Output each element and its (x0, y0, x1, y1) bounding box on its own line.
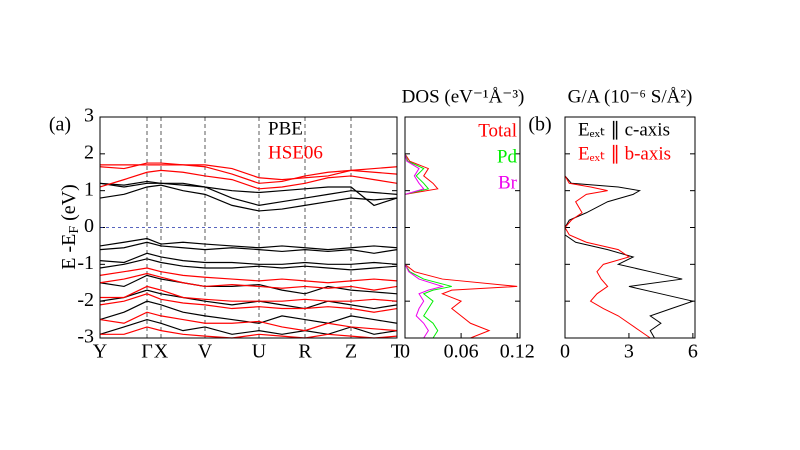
plot-frame (564, 116, 696, 339)
x-tick-label: Y (93, 341, 107, 363)
x-tick-label: 3 (624, 341, 634, 363)
band (99, 272, 398, 291)
band (99, 311, 398, 332)
y-tick-label: 0 (84, 215, 94, 237)
x-tick-label: U (252, 341, 267, 363)
curve (564, 175, 695, 339)
curve (564, 175, 651, 339)
band (99, 241, 398, 254)
panel-title: G/A (10⁻⁶ S/Å²) (568, 86, 693, 107)
curve (404, 153, 452, 339)
band (99, 300, 398, 324)
x-tick-label: Γ (141, 341, 153, 363)
x-tick-label: 0.06 (444, 341, 479, 363)
band (99, 252, 398, 265)
band (99, 182, 398, 207)
band (99, 184, 398, 212)
curve (404, 153, 445, 339)
band (99, 162, 398, 181)
x-tick-label: R (298, 341, 312, 363)
curve (404, 153, 518, 339)
legend-label: Eₑₓₜ ∥ c-axis (578, 119, 670, 140)
band (99, 169, 398, 190)
panel-label: (a) (49, 114, 71, 136)
band (99, 318, 398, 335)
x-tick-label: 0 (400, 341, 410, 363)
panel-title: DOS (eV⁻¹Å⁻³) (402, 86, 525, 107)
legend-label: PBE (268, 118, 303, 139)
y-label-part: (eV) (58, 184, 80, 226)
x-tick-label: X (154, 341, 169, 363)
y-axis-label: E -EF (eV) (58, 184, 83, 270)
x-tick-label: 0 (560, 341, 570, 363)
x-tick-label: Z (345, 341, 357, 363)
y-label-sub: F (67, 226, 82, 234)
legend-label: Eₑₓₜ ∥ b-axis (578, 143, 671, 164)
plot-frame (99, 116, 398, 339)
band (99, 180, 398, 207)
y-tick-label: 1 (84, 178, 94, 200)
band (99, 237, 398, 251)
x-tick-label: V (198, 341, 213, 363)
band (99, 289, 398, 310)
plot-frame (404, 116, 521, 339)
band (99, 293, 398, 313)
x-tick-label: 6 (688, 341, 698, 363)
panel-label: (b) (528, 114, 551, 136)
legend-label: HSE06 (268, 142, 323, 163)
y-tick-label: -1 (77, 252, 94, 274)
band (99, 267, 398, 284)
x-tick-label: 0.12 (500, 341, 535, 363)
legend-label: Total (478, 120, 517, 141)
band (100, 285, 398, 302)
y-label-part: E -E (58, 234, 80, 270)
y-tick-label: -2 (77, 289, 94, 311)
legend-label: Pd (497, 146, 518, 167)
x-tick-label: T (391, 341, 403, 363)
y-tick-label: 2 (84, 141, 94, 163)
band (100, 326, 398, 339)
legend-label: Br (498, 172, 518, 193)
band (99, 258, 398, 271)
y-tick-label: -3 (77, 326, 94, 348)
y-tick-label: 3 (84, 105, 94, 127)
